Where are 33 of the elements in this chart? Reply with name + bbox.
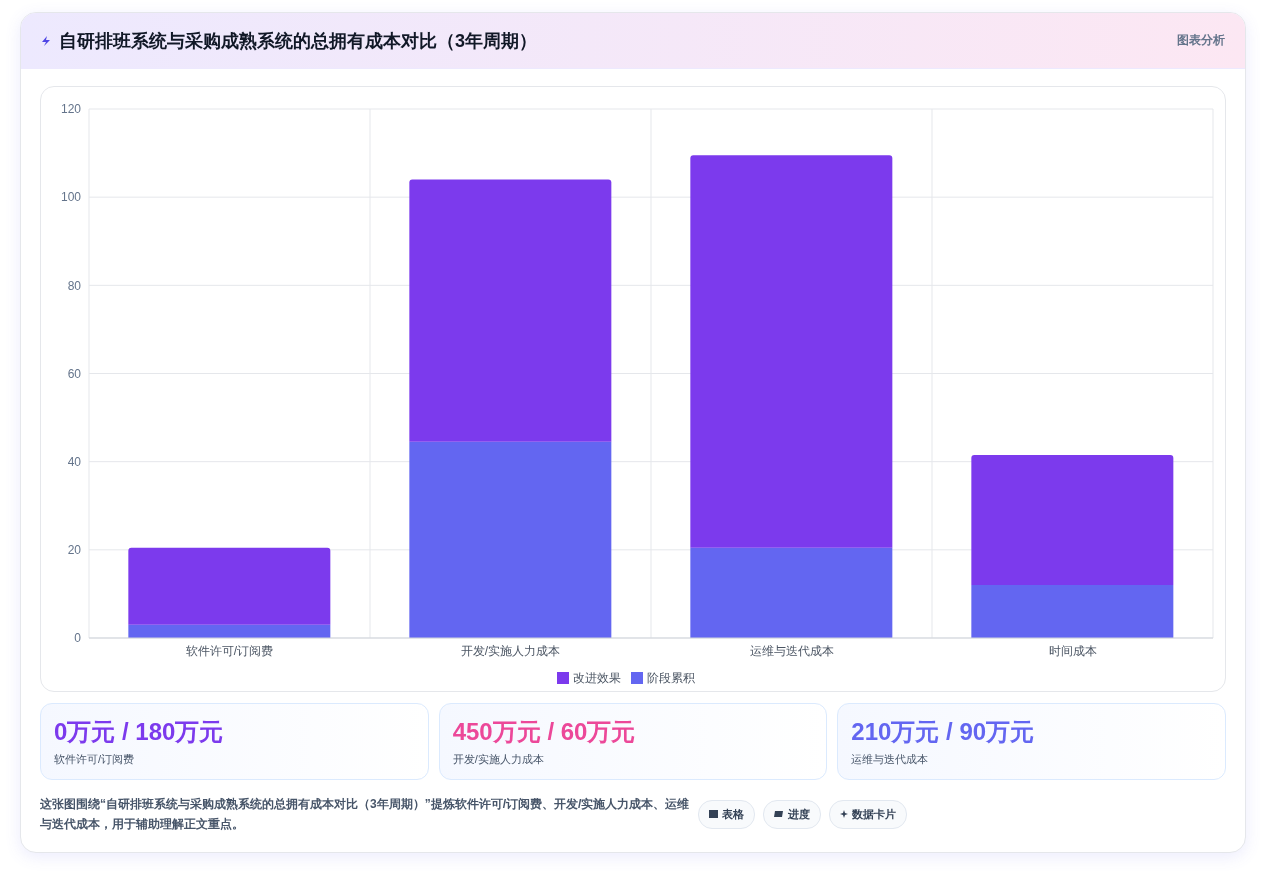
- y-tick-label: 40: [67, 454, 82, 469]
- y-tick-label: 0: [74, 631, 82, 646]
- text: 进度: [788, 806, 810, 822]
- bar: [128, 624, 331, 638]
- y-tick-label: 20: [67, 543, 82, 558]
- text: 运维与迭代成本: [851, 752, 930, 767]
- chart-title: 自研排班系统与采购成熟系统的总拥有成本对比（3年周期）: [59, 29, 538, 53]
- text: 图表分析: [1177, 32, 1225, 49]
- x-tick-label: 开发/实施人力成本: [460, 643, 561, 658]
- y-tick-label: 80: [67, 278, 82, 293]
- text: 这张图围绕“自研排班系统与采购成熟系统的总拥有成本对比（3年周期）”提炼软件许可/订阅费、开发/实施人力成本、运维与迭代成本，用于辅助理解正文重点。: [40, 796, 690, 833]
- bar: [690, 547, 893, 638]
- y-tick-label: 60: [67, 366, 82, 381]
- bar: [690, 155, 893, 548]
- bar: [409, 441, 612, 638]
- y-tick-label: 120: [60, 102, 82, 117]
- text: 0万元 / 180万元: [54, 717, 225, 747]
- x-tick-label: 软件许可/订阅费: [185, 643, 274, 658]
- text: 表格: [722, 806, 744, 822]
- x-tick-label: 运维与迭代成本: [749, 643, 834, 658]
- text: 开发/实施人力成本: [452, 752, 545, 767]
- text: 450万元 / 60万元: [452, 717, 637, 747]
- text: 软件许可/订阅费: [54, 752, 136, 767]
- text: 数据卡片: [852, 806, 896, 822]
- text: 210万元 / 90万元: [851, 717, 1036, 747]
- bar: [971, 585, 1174, 638]
- bar: [971, 455, 1174, 586]
- legend-label: 改进效果: [573, 671, 621, 685]
- legend-label: 阶段累积: [647, 671, 695, 685]
- x-tick-label: 时间成本: [1048, 643, 1097, 658]
- y-tick-label: 100: [60, 190, 82, 205]
- bar: [128, 547, 331, 625]
- bar: [409, 179, 612, 442]
